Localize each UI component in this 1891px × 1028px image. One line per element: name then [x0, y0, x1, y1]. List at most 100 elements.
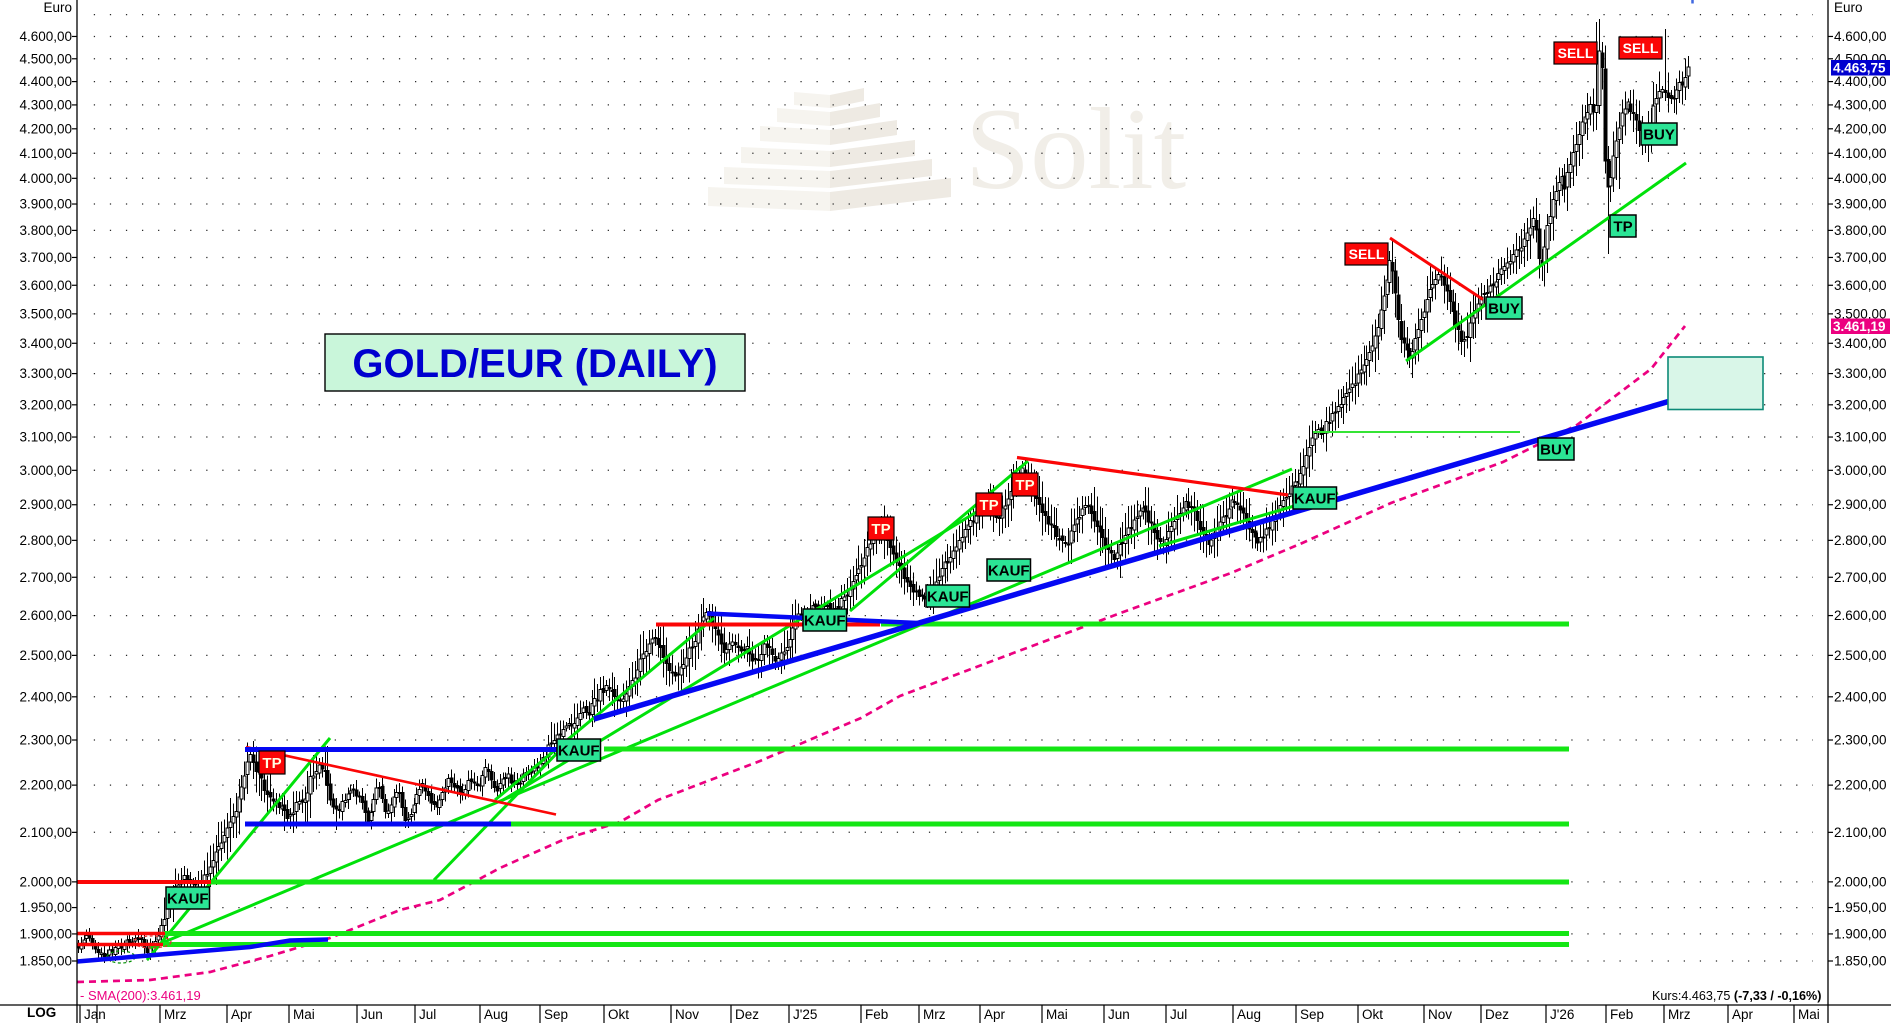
- svg-text:GOLD/EUR (DAILY): GOLD/EUR (DAILY): [352, 342, 717, 386]
- svg-text:1.850,00: 1.850,00: [19, 954, 72, 969]
- svg-text:3.200,00: 3.200,00: [19, 397, 72, 412]
- svg-text:Jul: Jul: [419, 1007, 436, 1022]
- svg-text:3.000,00: 3.000,00: [1834, 463, 1887, 478]
- svg-text:Mai: Mai: [293, 1007, 315, 1022]
- svg-text:2.600,00: 2.600,00: [19, 608, 72, 623]
- svg-text:Euro: Euro: [1834, 0, 1863, 15]
- svg-text:2.300,00: 2.300,00: [19, 733, 72, 748]
- svg-text:Dez: Dez: [1485, 1007, 1509, 1022]
- svg-text:Mrz: Mrz: [923, 1007, 946, 1022]
- svg-text:3.200,00: 3.200,00: [1834, 397, 1887, 412]
- svg-text:SELL: SELL: [1623, 40, 1659, 56]
- svg-text:3.100,00: 3.100,00: [19, 430, 72, 445]
- svg-text:4.400,00: 4.400,00: [19, 74, 72, 89]
- svg-text:4.000,00: 4.000,00: [1834, 171, 1887, 186]
- svg-text:4.200,00: 4.200,00: [1834, 121, 1887, 136]
- svg-text:4.100,00: 4.100,00: [1834, 146, 1887, 161]
- svg-text:KAUF: KAUF: [988, 562, 1030, 579]
- svg-text:2.800,00: 2.800,00: [19, 533, 72, 548]
- svg-text:3.500,00: 3.500,00: [1834, 306, 1887, 321]
- svg-text:2.200,00: 2.200,00: [19, 778, 72, 793]
- svg-text:2.800,00: 2.800,00: [1834, 533, 1887, 548]
- svg-text:4.600,00: 4.600,00: [19, 29, 72, 44]
- svg-text:KAUF: KAUF: [927, 588, 969, 605]
- svg-text:Feb: Feb: [1610, 1007, 1633, 1022]
- svg-text:Mrz: Mrz: [1668, 1007, 1691, 1022]
- svg-text:4.300,00: 4.300,00: [19, 97, 72, 112]
- svg-text:1.950,00: 1.950,00: [1834, 900, 1887, 915]
- svg-text:Apr: Apr: [984, 1007, 1006, 1022]
- svg-text:2.000,00: 2.000,00: [1834, 874, 1887, 889]
- svg-text:2.400,00: 2.400,00: [1834, 689, 1887, 704]
- svg-text:3.600,00: 3.600,00: [19, 278, 72, 293]
- svg-text:TP: TP: [1613, 218, 1632, 235]
- svg-text:1.900,00: 1.900,00: [1834, 926, 1887, 941]
- svg-text:TP: TP: [262, 755, 281, 772]
- svg-text:1.900,00: 1.900,00: [19, 926, 72, 941]
- svg-text:2.700,00: 2.700,00: [19, 570, 72, 585]
- svg-text:3.700,00: 3.700,00: [19, 250, 72, 265]
- svg-text:BUY: BUY: [1643, 126, 1675, 143]
- svg-text:2.300,00: 2.300,00: [1834, 733, 1887, 748]
- svg-text:4.400,00: 4.400,00: [1834, 74, 1887, 89]
- svg-text:KAUF: KAUF: [804, 612, 846, 629]
- svg-text:2.900,00: 2.900,00: [19, 497, 72, 512]
- svg-text:Nov: Nov: [675, 1007, 699, 1022]
- svg-text:2.400,00: 2.400,00: [19, 689, 72, 704]
- svg-text:TP: TP: [979, 497, 998, 514]
- svg-text:BUY: BUY: [1488, 300, 1520, 317]
- svg-text:Mai: Mai: [1798, 1007, 1820, 1022]
- svg-text:Okt: Okt: [1362, 1007, 1383, 1022]
- svg-text:Dez: Dez: [735, 1007, 759, 1022]
- svg-text:4.000,00: 4.000,00: [19, 171, 72, 186]
- svg-text:4.500,00: 4.500,00: [19, 51, 72, 66]
- svg-text:3.900,00: 3.900,00: [19, 197, 72, 212]
- svg-text:3.100,00: 3.100,00: [1834, 430, 1887, 445]
- svg-text:2.100,00: 2.100,00: [1834, 825, 1887, 840]
- svg-text:Sep: Sep: [1300, 1007, 1324, 1022]
- svg-text:KAUF: KAUF: [167, 890, 209, 907]
- svg-text:Solit: Solit: [965, 85, 1186, 214]
- svg-text:Aug: Aug: [484, 1007, 508, 1022]
- svg-text:3.700,00: 3.700,00: [1834, 250, 1887, 265]
- svg-text:KAUF: KAUF: [1294, 490, 1336, 507]
- svg-text:TP: TP: [1015, 477, 1034, 494]
- svg-text:2.700,00: 2.700,00: [1834, 570, 1887, 585]
- svg-text:Apr: Apr: [231, 1007, 253, 1022]
- svg-text:KAUF: KAUF: [558, 742, 600, 759]
- svg-text:LOG: LOG: [27, 1005, 56, 1020]
- svg-text:Okt: Okt: [608, 1007, 629, 1022]
- svg-text:3.400,00: 3.400,00: [1834, 336, 1887, 351]
- svg-text:Sep: Sep: [544, 1007, 568, 1022]
- svg-text:Kurs:4.463,75 (-7,33 / -0,16%): Kurs:4.463,75 (-7,33 / -0,16%): [1652, 989, 1821, 1003]
- svg-text:Jun: Jun: [1108, 1007, 1130, 1022]
- svg-text:SELL: SELL: [1558, 45, 1594, 61]
- svg-text:2.000,00: 2.000,00: [19, 874, 72, 889]
- svg-text:2.200,00: 2.200,00: [1834, 778, 1887, 793]
- svg-text:3.800,00: 3.800,00: [1834, 223, 1887, 238]
- svg-text:TP: TP: [871, 521, 890, 538]
- svg-text:SELL: SELL: [1349, 246, 1385, 262]
- svg-text:3.300,00: 3.300,00: [1834, 366, 1887, 381]
- svg-text:3.500,00: 3.500,00: [19, 306, 72, 321]
- svg-text:4.200,00: 4.200,00: [19, 121, 72, 136]
- svg-text:2.500,00: 2.500,00: [1834, 648, 1887, 663]
- svg-text:4.600,00: 4.600,00: [1834, 29, 1887, 44]
- svg-text:3.000,00: 3.000,00: [19, 463, 72, 478]
- svg-text:Jun: Jun: [361, 1007, 383, 1022]
- svg-text:2.100,00: 2.100,00: [19, 825, 72, 840]
- svg-text:1.950,00: 1.950,00: [19, 900, 72, 915]
- svg-text:J'26: J'26: [1550, 1007, 1574, 1022]
- svg-text:1.850,00: 1.850,00: [1834, 954, 1887, 969]
- svg-text:3.400,00: 3.400,00: [19, 336, 72, 351]
- svg-text:J'25: J'25: [793, 1007, 817, 1022]
- svg-text:Jul: Jul: [1170, 1007, 1187, 1022]
- svg-text:3.300,00: 3.300,00: [19, 366, 72, 381]
- svg-text:3.800,00: 3.800,00: [19, 223, 72, 238]
- svg-text:Jan: Jan: [84, 1007, 106, 1022]
- svg-text:Euro: Euro: [43, 0, 72, 15]
- svg-text:Mai: Mai: [1046, 1007, 1068, 1022]
- svg-text:- SMA(200):3.461,19: - SMA(200):3.461,19: [80, 988, 201, 1003]
- svg-text:4.463,75: 4.463,75: [1833, 61, 1886, 76]
- svg-text:2.900,00: 2.900,00: [1834, 497, 1887, 512]
